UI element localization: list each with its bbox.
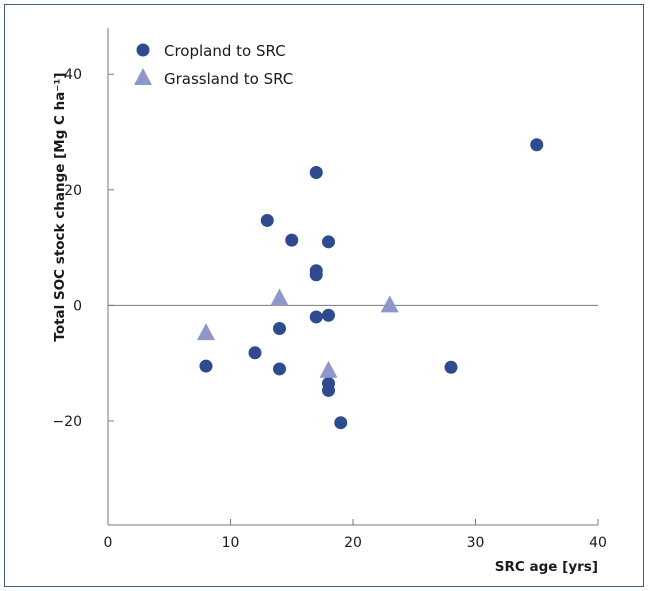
- y-tick-label: 0: [73, 298, 82, 314]
- grassland-data-point: [270, 288, 289, 306]
- x-tick-label: 0: [104, 535, 113, 551]
- x-tick-label: 40: [589, 535, 607, 551]
- y-axis-label: Total SOC stock change [Mg C ha⁻¹]: [52, 72, 68, 341]
- grassland-data-point: [319, 360, 338, 378]
- tick-group: 0 10 20 30 40 −20 0 20 40: [52, 67, 606, 551]
- cropland-data-point: [444, 360, 458, 374]
- cropland-data-point: [530, 138, 544, 152]
- cropland-data-point: [309, 165, 323, 179]
- legend-label-cropland: Cropland to SRC: [164, 42, 286, 60]
- cropland-data-point: [309, 310, 323, 324]
- y-tick-label: −20: [52, 414, 82, 430]
- x-tick-label: 20: [344, 535, 362, 551]
- data-points: [197, 138, 544, 430]
- x-tick-label: 10: [222, 535, 240, 551]
- cropland-data-point: [260, 213, 274, 227]
- cropland-data-point: [273, 362, 286, 376]
- grassland-data-point: [197, 323, 215, 341]
- axes: [107, 28, 598, 526]
- cropland-data-point: [199, 359, 213, 373]
- cropland-data-point: [309, 268, 323, 282]
- cropland-data-point: [273, 322, 286, 336]
- figure-frame: [4, 4, 644, 587]
- grassland-data-point: [380, 295, 399, 313]
- legend-label-grassland: Grassland to SRC: [164, 70, 293, 88]
- legend-marker-grassland: [134, 68, 152, 85]
- y-tick-label: 20: [64, 183, 82, 199]
- y-tick-label: 40: [64, 67, 82, 83]
- cropland-data-point: [322, 383, 335, 397]
- cropland-data-point: [248, 346, 262, 360]
- x-axis-label: SRC age [yrs]: [495, 559, 598, 575]
- cropland-data-point: [334, 416, 348, 430]
- cropland-data-point: [285, 233, 299, 247]
- cropland-data-point: [322, 235, 335, 249]
- legend-marker-cropland: [136, 43, 150, 57]
- legend: Cropland to SRC Grassland to SRC: [134, 42, 293, 88]
- x-tick-label: 30: [467, 535, 485, 551]
- cropland-data-point: [322, 308, 335, 322]
